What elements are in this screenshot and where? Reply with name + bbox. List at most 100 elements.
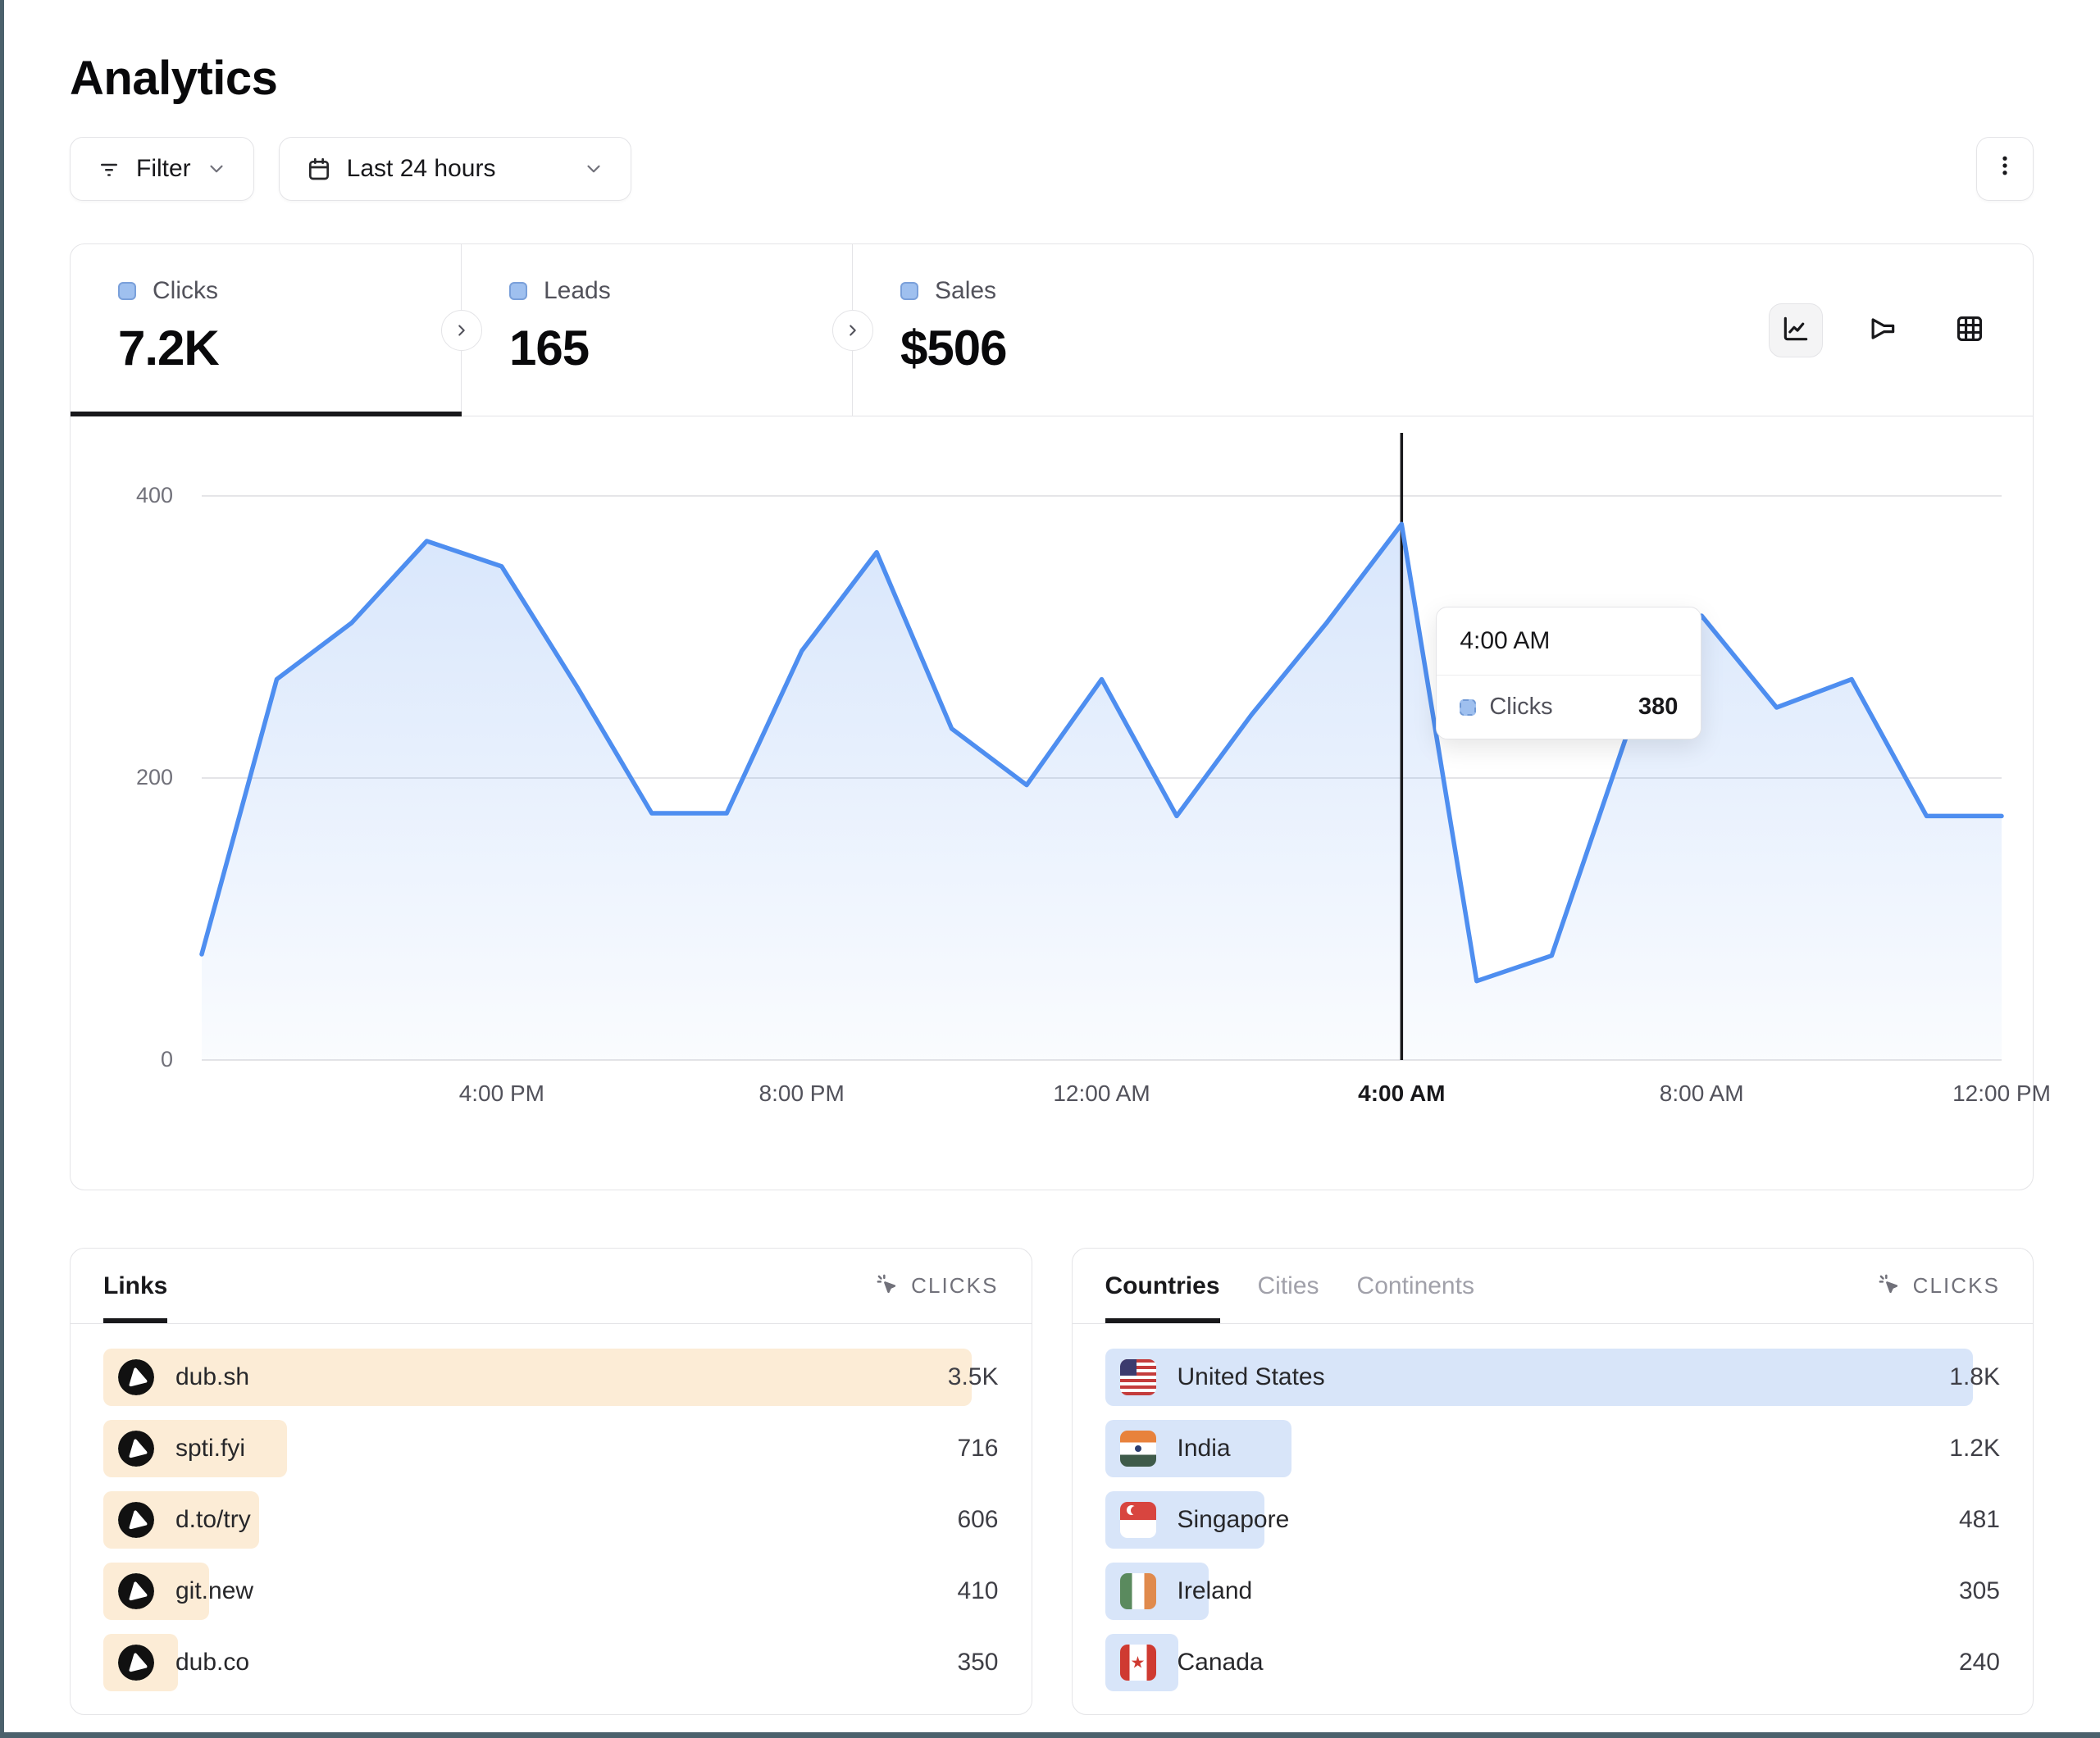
country-label: Canada [1177,1649,1264,1676]
page-title: Analytics [70,52,278,105]
links-metric-label: CLICKS [911,1273,999,1298]
locations-panel: Countries Cities Continents CLICKS United … [1071,1248,2034,1715]
link-row[interactable]: git.new 410 [103,1563,999,1620]
table-view-button[interactable] [1943,303,1997,357]
funnel-chart-view-button[interactable] [1856,303,1910,357]
link-label: dub.co [175,1649,250,1676]
page-edge-strip-bottom [0,1732,2100,1738]
tab-cities[interactable]: Cities [1257,1272,1319,1299]
calendar-icon [306,156,332,182]
funnel-chart-icon [1867,313,1898,347]
us-flag-icon [1119,1359,1156,1395]
clicks-time-series-chart[interactable]: 0 200 400 4:00 PM 8:00 PM 12:00 AM 4:00 AM 8:0… [71,416,2051,1190]
y-axis-labels: 0 200 400 [71,445,173,1071]
table-grid-icon [1954,313,1985,347]
page-edge-strip-left [0,0,4,1738]
links-metric-toggle[interactable]: CLICKS [873,1271,998,1301]
tab-continents[interactable]: Continents [1356,1272,1474,1299]
metric-value: 165 [509,321,590,375]
metric-label: Clicks [153,277,218,304]
y-axis-tick-label: 200 [135,764,173,789]
link-row[interactable]: dub.co 350 [103,1634,999,1691]
tab-sales[interactable]: Sales $506 [853,244,1255,416]
country-row[interactable]: Canada 240 [1105,1634,2000,1691]
country-clicks-value: 1.2K [1949,1435,2000,1462]
locations-metric-label: CLICKS [1912,1273,2000,1298]
tooltip-time: 4:00 AM [1437,607,1701,676]
x-axis-tick-label: 8:00 PM [758,1081,845,1106]
metric-value: $506 [900,321,1007,375]
link-row[interactable]: spti.fyi 716 [103,1420,999,1477]
tab-countries[interactable]: Countries [1105,1249,1220,1323]
metric-value: 7.2K [118,321,220,375]
ellipsis-vertical-icon [1993,153,2017,184]
country-row[interactable]: Singapore 481 [1105,1491,2000,1549]
metric-tabs: Clicks 7.2K Leads 165 [71,244,2033,416]
link-clicks-value: 350 [957,1649,999,1676]
country-clicks-bar [1105,1349,1974,1406]
analytics-card: Clicks 7.2K Leads 165 [70,243,2051,1190]
dub-logo-icon [118,1573,154,1609]
link-label: spti.fyi [175,1435,246,1462]
chart-type-switcher [1769,244,2033,416]
country-row[interactable]: United States 1.8K [1105,1349,2000,1406]
country-clicks-value: 1.8K [1949,1363,2000,1390]
x-axis-labels: 4:00 PM 8:00 PM 12:00 AM 4:00 AM 8:00 AM 12:0… [202,1081,2051,1113]
filter-button-label: Filter [136,155,191,182]
country-label: India [1177,1435,1231,1462]
locations-metric-toggle[interactable]: CLICKS [1875,1271,2000,1301]
canada-flag-icon [1119,1645,1156,1681]
tooltip-series-label: Clicks [1489,694,1553,720]
link-clicks-bar [103,1349,972,1406]
link-clicks-value: 3.5K [947,1363,999,1390]
date-range-label: Last 24 hours [346,155,496,182]
country-row[interactable]: Ireland 305 [1105,1563,2000,1620]
more-options-button[interactable] [1976,137,2034,201]
next-metric-button[interactable] [441,309,482,351]
link-clicks-value: 410 [957,1577,999,1604]
link-label: git.new [175,1577,254,1604]
dub-logo-icon [118,1431,154,1467]
clicks-legend-dot-icon [118,282,136,300]
x-axis-tick-label: 12:00 AM [1053,1081,1150,1106]
click-cursor-icon [1875,1271,1902,1301]
x-axis-tick-label: 4:00 AM [1358,1081,1446,1106]
link-label: d.to/try [175,1506,251,1533]
date-range-button[interactable]: Last 24 hours [278,137,631,201]
chevron-down-icon [206,158,227,180]
tab-links[interactable]: Links [103,1249,168,1323]
tab-leads[interactable]: Leads 165 [462,244,873,416]
locations-tabs: Countries Cities Continents [1105,1249,1474,1323]
india-flag-icon [1119,1431,1156,1467]
country-row[interactable]: India 1.2K [1105,1420,2000,1477]
line-chart-view-button[interactable] [1769,303,1823,357]
toolbar: Filter Last 24 hours [70,137,2034,201]
country-clicks-value: 305 [1958,1577,2000,1604]
country-label: United States [1177,1363,1325,1390]
countries-list: United States 1.8K India 1.2K Singapore … [1073,1324,2034,1691]
tab-clicks[interactable]: Clicks 7.2K [71,244,482,416]
line-chart-icon [1780,313,1811,347]
dub-logo-icon [118,1359,154,1395]
link-row[interactable]: dub.sh 3.5K [103,1349,999,1406]
x-axis-tick-label: 12:00 PM [1952,1081,2051,1106]
chart-plot-area[interactable] [199,433,2004,1061]
metric-label: Leads [544,277,611,304]
y-axis-tick-label: 400 [135,482,173,507]
metric-label: Sales [935,277,997,304]
filter-button[interactable]: Filter [70,137,254,201]
clicks-legend-dot-icon [1460,698,1477,716]
links-panel: Links CLICKS dub.sh 3.5K spti.fyi 716 [70,1248,1032,1715]
link-row[interactable]: d.to/try 606 [103,1491,999,1549]
links-list: dub.sh 3.5K spti.fyi 716 d.to/try 606 gi… [71,1324,1032,1691]
next-metric-button[interactable] [832,309,873,351]
click-cursor-icon [873,1271,900,1301]
country-label: Ireland [1177,1577,1253,1604]
country-label: Singapore [1177,1506,1290,1533]
singapore-flag-icon [1119,1502,1156,1538]
tooltip-series-value: 380 [1638,694,1679,720]
chevron-down-icon [583,158,604,180]
breakdown-panels: Links CLICKS dub.sh 3.5K spti.fyi 716 [70,1248,2034,1715]
x-axis-tick-label: 4:00 PM [458,1081,544,1106]
dub-logo-icon [118,1502,154,1538]
